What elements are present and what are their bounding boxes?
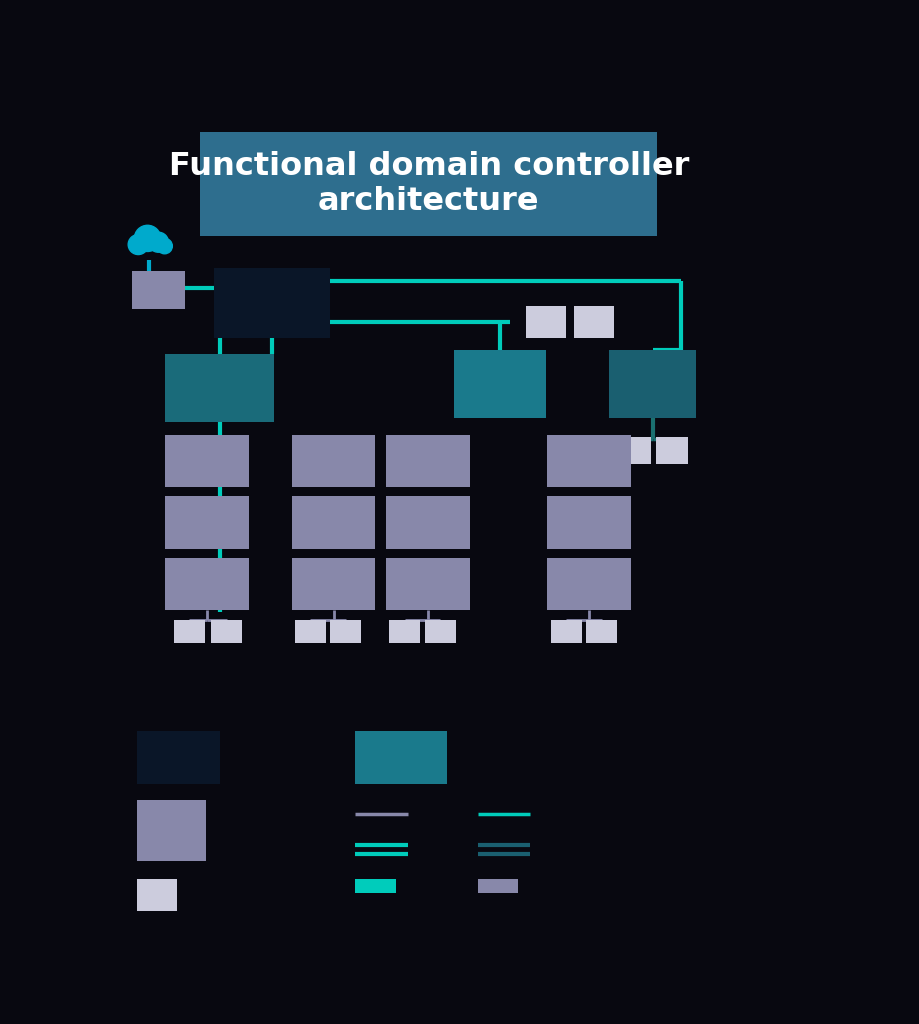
- FancyBboxPatch shape: [291, 497, 375, 549]
- FancyBboxPatch shape: [355, 879, 395, 893]
- FancyBboxPatch shape: [386, 558, 470, 610]
- FancyBboxPatch shape: [585, 620, 617, 643]
- FancyBboxPatch shape: [137, 801, 206, 860]
- FancyBboxPatch shape: [547, 558, 630, 610]
- FancyBboxPatch shape: [137, 731, 221, 783]
- FancyBboxPatch shape: [547, 497, 630, 549]
- FancyBboxPatch shape: [210, 620, 242, 643]
- FancyBboxPatch shape: [454, 350, 545, 418]
- Circle shape: [156, 239, 172, 254]
- FancyBboxPatch shape: [214, 267, 330, 339]
- FancyBboxPatch shape: [550, 620, 581, 643]
- FancyBboxPatch shape: [525, 306, 565, 339]
- FancyBboxPatch shape: [386, 497, 470, 549]
- FancyBboxPatch shape: [291, 558, 375, 610]
- FancyBboxPatch shape: [174, 620, 205, 643]
- FancyBboxPatch shape: [165, 354, 274, 422]
- FancyBboxPatch shape: [547, 435, 630, 487]
- FancyBboxPatch shape: [425, 620, 456, 643]
- FancyBboxPatch shape: [477, 879, 517, 893]
- Circle shape: [128, 234, 148, 255]
- FancyBboxPatch shape: [573, 306, 614, 339]
- Text: Functional domain controller
architecture: Functional domain controller architectur…: [168, 151, 688, 217]
- FancyBboxPatch shape: [655, 437, 687, 464]
- FancyBboxPatch shape: [389, 620, 420, 643]
- Circle shape: [148, 232, 168, 252]
- Circle shape: [134, 225, 161, 252]
- FancyBboxPatch shape: [137, 879, 176, 918]
- FancyBboxPatch shape: [291, 435, 375, 487]
- FancyBboxPatch shape: [165, 435, 249, 487]
- FancyBboxPatch shape: [294, 620, 325, 643]
- FancyBboxPatch shape: [330, 620, 361, 643]
- FancyBboxPatch shape: [386, 435, 470, 487]
- FancyBboxPatch shape: [165, 558, 249, 610]
- FancyBboxPatch shape: [618, 437, 651, 464]
- FancyBboxPatch shape: [165, 497, 249, 549]
- FancyBboxPatch shape: [132, 270, 185, 309]
- FancyBboxPatch shape: [608, 350, 696, 418]
- FancyBboxPatch shape: [355, 731, 447, 783]
- FancyBboxPatch shape: [200, 132, 657, 237]
